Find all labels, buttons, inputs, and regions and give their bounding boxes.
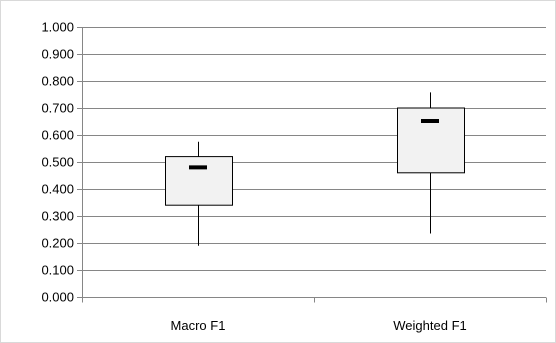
iqr-box [165,156,233,206]
y-tick-label: 0.400 [41,182,74,197]
y-tick-label: 0.900 [41,47,74,62]
y-tick-label: 0.500 [41,155,74,170]
boxes [165,92,465,246]
y-tick-label: 0.200 [41,236,74,251]
y-tick-label: 0.100 [41,263,74,278]
axes [77,27,547,303]
y-tick-label: 0.600 [41,128,74,143]
x-category-label: Weighted F1 [393,318,466,333]
iqr-box [397,107,465,174]
x-category-label: Macro F1 [171,318,226,333]
gridlines [82,27,546,271]
y-tick-label: 1.000 [41,20,74,35]
y-tick-label: 0.800 [41,74,74,89]
labels: 0.000 0.100 0.200 0.300 0.400 0.500 0.600 0.700… [41,20,466,334]
y-tick-label: 0.700 [41,101,74,116]
y-tick-label: 0.300 [41,209,74,224]
y-tick-label: 0.000 [41,290,74,305]
